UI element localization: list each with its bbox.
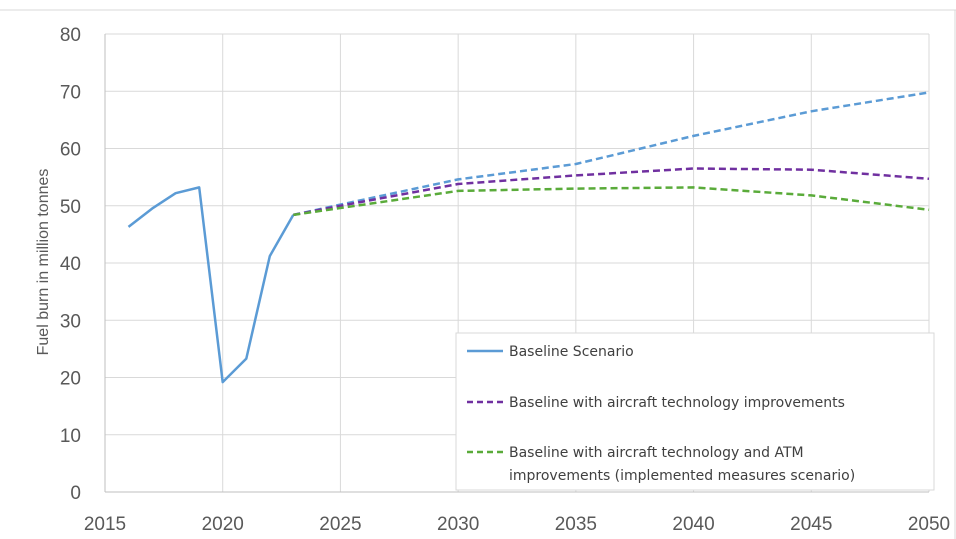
x-tick-label-2050: 2050 <box>908 514 950 535</box>
x-tick-label-2020: 2020 <box>202 514 244 535</box>
series-layer <box>127 91 930 384</box>
x-tick-label-2025: 2025 <box>319 514 361 535</box>
x-tick-label-2045: 2045 <box>790 514 832 535</box>
y-tick-label-20: 20 <box>60 369 81 390</box>
y-tick-label-50: 50 <box>60 197 81 218</box>
legend-label-baseline: Baseline Scenario <box>509 344 634 360</box>
y-tick-label-40: 40 <box>60 254 81 275</box>
series-line-baseline-historical <box>127 186 295 384</box>
y-tick-label-10: 10 <box>60 426 81 447</box>
y-tick-label-0: 0 <box>70 483 81 504</box>
legend-box <box>455 332 935 491</box>
x-tick-label-2040: 2040 <box>672 514 714 535</box>
x-tick-label-2015: 2015 <box>84 514 126 535</box>
y-tick-label-30: 30 <box>60 311 81 332</box>
legend-label-aircraft-tech-atm-line1: Baseline with aircraft technology and AT… <box>509 445 804 461</box>
y-tick-label-70: 70 <box>60 82 81 103</box>
legend: Baseline Scenario Baseline with aircraft… <box>455 332 935 491</box>
legend-label-aircraft-tech-atm-line2: improvements (implemented measures scena… <box>509 468 855 484</box>
legend-label-aircraft-tech: Baseline with aircraft technology improv… <box>509 395 845 411</box>
series-line-aircraft-tech-atm <box>293 186 930 217</box>
axes <box>104 34 929 493</box>
y-tick-label-60: 60 <box>60 140 81 161</box>
y-tick-label-80: 80 <box>60 25 81 46</box>
y-axis-title: Fuel burn in million tonnes <box>35 169 52 356</box>
x-tick-label-2035: 2035 <box>555 514 597 535</box>
series-line-aircraft-tech <box>293 167 930 217</box>
x-tick-label-2030: 2030 <box>437 514 479 535</box>
